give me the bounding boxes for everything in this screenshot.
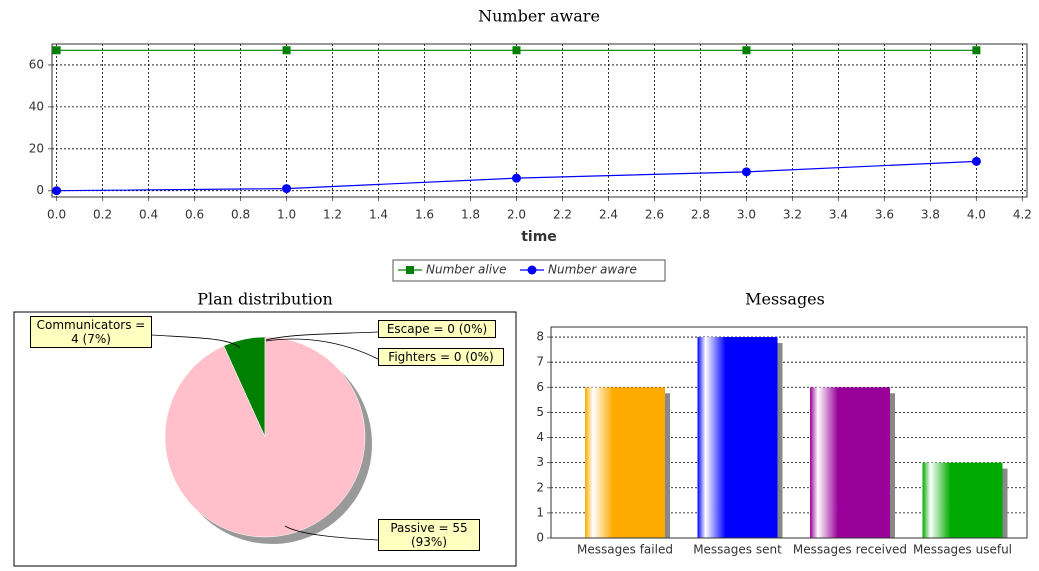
y-tick-label: 40 [29,99,44,113]
x-tick-label: Messages sent [693,543,782,557]
y-tick-label: 0 [36,183,44,197]
plot-area [52,44,1027,197]
callout-line [151,334,241,349]
y-tick-label: 5 [536,405,544,419]
x-tick-label: 0.2 [93,208,112,222]
x-tick-label: 2.2 [553,208,572,222]
y-tick-label: 8 [536,330,544,344]
callout-line [265,331,379,341]
y-tick-label: 6 [536,380,544,394]
marker [406,266,414,274]
marker [512,46,521,55]
marker [972,46,981,55]
x-tick-label: 3.2 [783,208,802,222]
y-tick-label: 60 [29,57,44,71]
marker [741,167,751,177]
x-tick-label: 2.6 [645,208,664,222]
marker [527,265,537,275]
x-tick-label: 3.6 [875,208,894,222]
x-tick-label: 1.0 [277,208,296,222]
x-tick-label: Messages failed [577,543,673,557]
x-tick-label: 2.0 [507,208,526,222]
x-tick-label: 4.2 [1013,208,1032,222]
x-tick-label: Messages received [793,543,907,557]
y-tick-label: 4 [536,430,544,444]
x-tick-label: 3.0 [737,208,756,222]
bar [810,387,890,538]
pie-frame [13,311,517,567]
chart-title: Messages [745,290,825,309]
x-tick-label: 1.8 [461,208,480,222]
chart-title: Number aware [478,7,600,26]
x-tick-label: 0.4 [139,208,158,222]
marker [52,46,61,55]
callout-line [265,338,379,360]
marker [512,173,522,183]
x-tick-label: 0.0 [47,208,66,222]
bar [697,337,778,538]
marker [282,46,291,55]
x-tick-label: 4.0 [967,208,986,222]
plot-border [550,326,1028,539]
x-tick-label: 0.8 [231,208,250,222]
legend-label: Number alive [426,263,507,277]
chart-title: Plan distribution [197,290,333,309]
bar [585,387,665,538]
x-tick-label: 1.2 [323,208,342,222]
pie-label: Communicators = 4 (7%) [30,316,152,348]
x-tick-label: Messages useful [913,543,1012,557]
y-tick-label: 1 [536,505,544,519]
marker [971,156,981,166]
marker [282,184,292,194]
pie-label: Passive = 55 (93%) [378,519,480,551]
y-tick-label: 2 [536,480,544,494]
x-tick-label: 2.4 [599,208,618,222]
marker [742,46,751,55]
y-tick-label: 7 [536,355,544,369]
x-tick-label: 0.6 [185,208,204,222]
pie-label: Escape = 0 (0%) [378,320,496,338]
callout-line [284,525,379,541]
x-tick-label: 3.8 [921,208,940,222]
plot-border [51,43,1028,198]
bar [922,462,1003,538]
y-tick-label: 20 [29,141,44,155]
x-tick-label: 3.4 [829,208,848,222]
legend-label: Number aware [548,263,637,277]
x-tick-label: 1.6 [415,208,434,222]
y-tick-label: 0 [536,531,544,545]
marker [52,186,62,196]
x-axis-label: time [521,229,557,245]
x-tick-label: 1.4 [369,208,388,222]
pie-label: Fighters = 0 (0%) [378,348,504,366]
x-tick-label: 2.8 [691,208,710,222]
y-tick-label: 3 [536,455,544,469]
pie-slice [164,336,366,538]
